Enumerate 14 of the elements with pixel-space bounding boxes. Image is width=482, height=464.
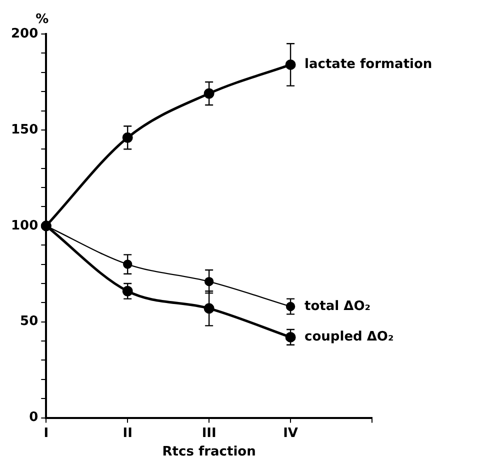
y-tick-label: 100 xyxy=(10,218,38,234)
y-tick-label: 0 xyxy=(29,410,38,426)
x-tick-label: III xyxy=(202,426,216,441)
x-tick-label: I xyxy=(44,426,49,441)
y-axis-title: % xyxy=(36,12,49,27)
series-label: total ΔO₂ xyxy=(304,298,370,314)
x-axis-title: Rtcs fraction xyxy=(162,444,256,460)
series-label: lactate formation xyxy=(304,57,432,72)
series-label: coupled ΔO₂ xyxy=(304,330,394,345)
y-tick-label: 50 xyxy=(20,314,38,330)
y-tick-label: 150 xyxy=(10,122,38,138)
y-tick-label: 200 xyxy=(10,26,38,42)
x-tick-label: II xyxy=(122,426,132,441)
x-tick-label: IV xyxy=(283,426,298,441)
